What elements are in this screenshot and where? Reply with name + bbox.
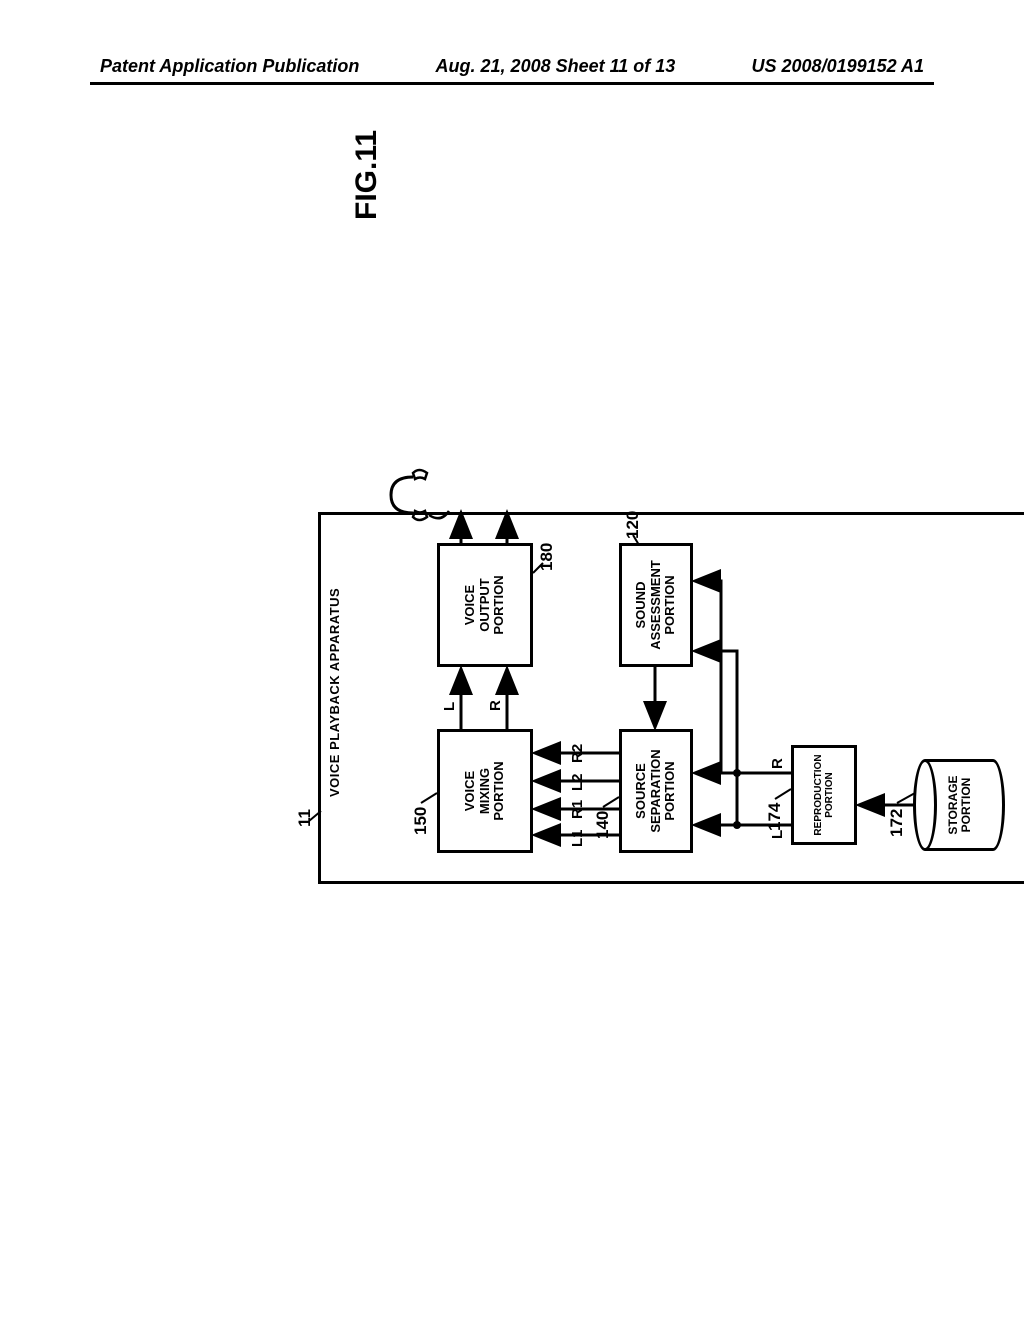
sig-L-mix: L [441,702,458,711]
sig-L-repro: L [769,830,786,839]
apparatus-box: VOICE PLAYBACK APPARATUS 11 STORAGEPORTI… [318,512,1024,884]
sig-R-mix: R [487,700,504,711]
header-left: Patent Application Publication [100,56,359,77]
connectors [321,509,1024,881]
sig-R-repro: R [769,758,786,769]
sig-L1: L1 [569,829,586,847]
sig-L2: L2 [569,773,586,791]
sig-R2: R2 [569,744,586,763]
header-center: Aug. 21, 2008 Sheet 11 of 13 [436,56,676,77]
sig-R1: R1 [569,800,586,819]
header-rule [90,82,934,85]
figure-title: FIG.11 [350,130,384,220]
header-right: US 2008/0199152 A1 [752,56,924,77]
figure-area: FIG.11 VOICE PLAYBACK APPARATUS 11 STORA… [90,140,934,1200]
page-header: Patent Application Publication Aug. 21, … [0,56,1024,77]
